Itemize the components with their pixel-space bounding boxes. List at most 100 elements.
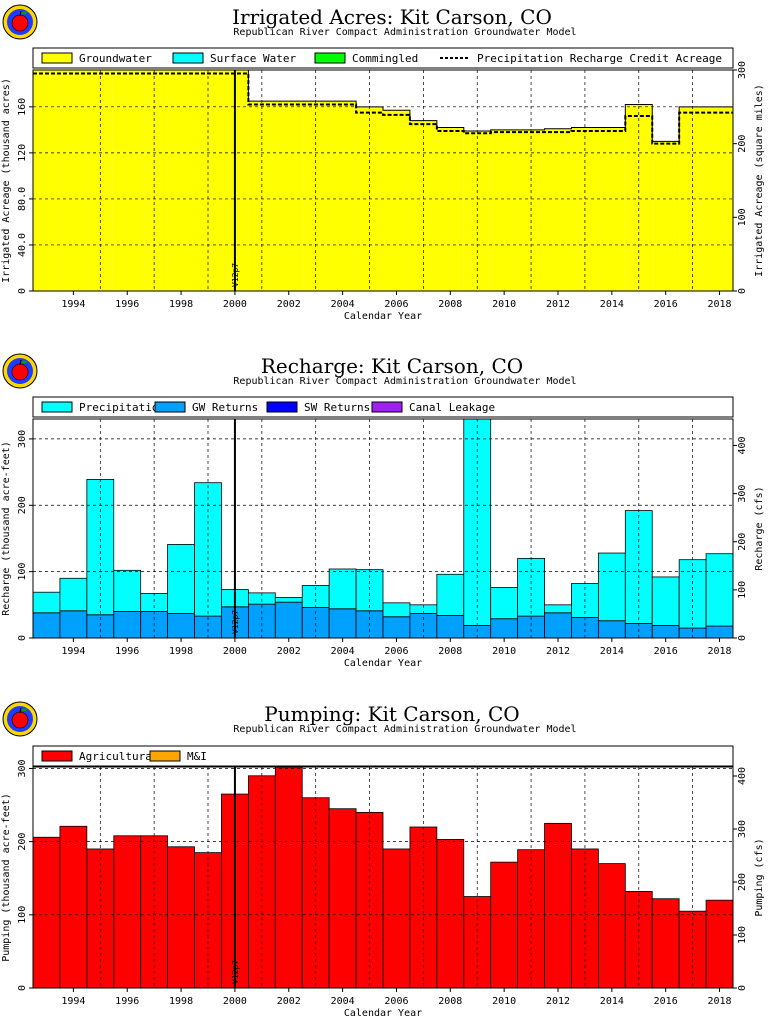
bar-precipitation	[167, 544, 195, 614]
x-axis-label: Calendar Year	[344, 658, 422, 669]
bar-gw-returns	[705, 625, 734, 639]
apple-stem-icon	[19, 359, 22, 366]
legend-entry: M&I	[187, 750, 207, 763]
x-tick-label: 2018	[707, 996, 731, 1007]
bar-agricultural	[436, 839, 465, 989]
chart-panel-1: Irrigated Acres: Kit Carson, CORepublica…	[1, 4, 765, 322]
x-tick-label: 2000	[223, 996, 247, 1007]
bar-agricultural	[328, 808, 357, 989]
legend-swatch	[314, 52, 346, 64]
y-tick-label: 40.0	[17, 233, 28, 257]
x-tick-label: 2004	[331, 996, 355, 1007]
y-tick-label: 100	[17, 563, 28, 581]
x-tick-label: 1996	[115, 996, 139, 1007]
legend-swatch	[41, 52, 73, 64]
x-tick-label: 2012	[546, 646, 570, 657]
legend-entry: Commingled	[352, 52, 418, 65]
x-tick-label: 2008	[438, 646, 462, 657]
x-tick-label: 2014	[600, 646, 624, 657]
bar-precipitation	[59, 577, 88, 612]
x-tick-label: 2008	[438, 996, 462, 1007]
legend-entry: Groundwater	[79, 52, 152, 65]
y-axis-label: Pumping (thousand acre-feet)	[1, 793, 12, 962]
chart-title: Pumping: Kit Carson, CO	[264, 702, 519, 726]
bar-gw-returns	[328, 608, 357, 639]
x-tick-label: 1994	[61, 299, 85, 310]
bar-gw-returns	[274, 601, 303, 639]
y2-tick-label: 100	[737, 926, 748, 944]
area-bar-groundwater	[598, 127, 626, 291]
legend-swatch	[266, 401, 298, 413]
y-tick-label: 200	[17, 833, 28, 851]
bar-precipitation	[597, 552, 626, 622]
area-bar-groundwater	[329, 101, 357, 291]
plot-frame	[32, 418, 734, 639]
x-tick-label: 2002	[277, 996, 301, 1007]
x-tick-label: 2002	[277, 299, 301, 310]
x-tick-label: 2006	[384, 299, 408, 310]
bar-precipitation	[86, 478, 115, 616]
bar-gw-returns	[571, 617, 599, 639]
bar-precipitation	[490, 587, 519, 620]
x-tick-label: 2014	[600, 299, 624, 310]
legend-entry: Surface Water	[210, 52, 296, 65]
legend-entry: SW Returns	[304, 401, 370, 414]
apple-stem-icon	[19, 707, 22, 714]
chart-title: Irrigated Acres: Kit Carson, CO	[232, 5, 552, 29]
bar-gw-returns	[490, 618, 519, 639]
plot-frame	[32, 766, 734, 989]
area-bar-groundwater	[544, 128, 572, 291]
x-tick-label: 2018	[707, 646, 731, 657]
area-bar-groundwater	[652, 141, 680, 291]
x-tick-label: 2016	[654, 299, 678, 310]
x-tick-label: 2012	[546, 996, 570, 1007]
bar-precipitation	[194, 482, 222, 617]
area-bar-groundwater	[113, 70, 141, 291]
bar-gw-returns	[167, 613, 195, 639]
bar-agricultural	[705, 899, 734, 989]
y2-tick-label: 300	[737, 61, 748, 79]
apple-leaf-icon	[21, 360, 27, 364]
bar-precipitation	[140, 593, 169, 612]
y2-tick-label: 400	[737, 767, 748, 785]
area-bar-groundwater	[59, 70, 87, 291]
area-bar-groundwater	[275, 101, 303, 291]
y-tick-label: 0	[17, 985, 28, 991]
apple-icon	[11, 711, 29, 729]
bar-gw-returns	[382, 616, 411, 639]
chart-subtitle: Republican River Compact Administration …	[233, 27, 576, 38]
x-tick-label: 2004	[331, 646, 355, 657]
x-tick-label: 2010	[492, 996, 516, 1007]
bar-agricultural	[490, 861, 519, 989]
y-axis-label: Recharge (thousand acre-feet)	[1, 441, 12, 616]
apple-leaf-icon	[21, 708, 27, 712]
x-tick-label: 1994	[61, 646, 85, 657]
y2-tick-label: 0	[737, 985, 748, 991]
x-tick-label: 2010	[492, 646, 516, 657]
x-tick-label: 2002	[277, 646, 301, 657]
bar-gw-returns	[59, 610, 88, 639]
bar-gw-returns	[247, 603, 276, 639]
y2-tick-label: 0	[737, 288, 748, 294]
y-axis-label: Irrigated Acreage (thousand acres)	[1, 78, 12, 283]
y2-tick-label: 0	[737, 635, 748, 641]
y2-tick-label: 300	[737, 485, 748, 503]
y2-tick-label: 400	[737, 436, 748, 454]
area-bar-groundwater	[409, 120, 437, 291]
x-tick-label: 2010	[492, 299, 516, 310]
y-tick-label: 120	[17, 144, 28, 162]
version-marker-label: V12p7	[231, 610, 240, 634]
apple-icon	[11, 363, 29, 381]
y2-tick-label: 100	[737, 208, 748, 226]
x-tick-label: 2016	[654, 996, 678, 1007]
x-tick-label: 2006	[384, 646, 408, 657]
bar-precipitation	[328, 568, 357, 610]
legend-swatch	[149, 750, 181, 762]
legend-swatch	[41, 750, 73, 762]
y2-tick-label: 200	[737, 873, 748, 891]
chart-subtitle: Republican River Compact Administration …	[233, 724, 576, 735]
apple-icon	[11, 14, 29, 32]
